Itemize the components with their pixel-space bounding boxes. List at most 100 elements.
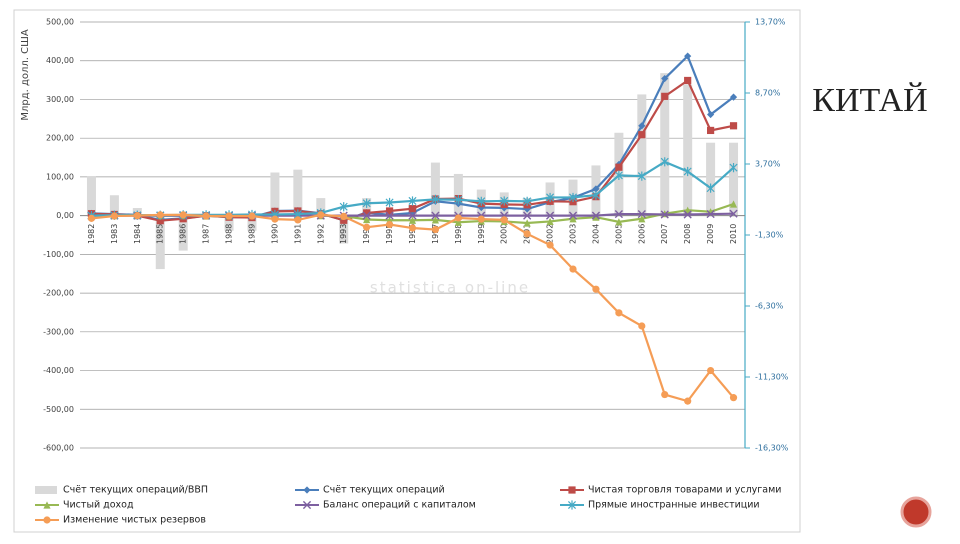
legend-item: Прямые иностранные инвестиции [560,500,760,511]
marker [638,215,646,223]
y2-tick-label: 8,70% [755,89,781,98]
marker [591,190,600,200]
marker [339,202,348,212]
marker [729,394,738,402]
y-tick-label: 200,00 [46,134,74,143]
bar [316,198,326,217]
marker [706,183,715,193]
marker [661,92,669,100]
marker [638,122,646,130]
y-tick-label: -500,00 [43,405,74,414]
x-tick-label: 2009 [706,224,715,244]
x-tick-label: 1990 [270,224,279,244]
y-tick-label: -100,00 [43,250,74,259]
bar [637,94,647,217]
watermark: statistica on-line [370,279,530,297]
legend-label: Баланс операций с капиталом [323,500,476,511]
legend-item: Чистая торговля товарами и услугами [560,485,781,496]
x-tick-label: 1989 [247,224,256,244]
x-tick-label: 1988 [225,224,234,244]
x-tick-label: 2005 [614,224,623,244]
marker [591,211,601,220]
marker [248,212,256,220]
marker [385,207,394,215]
marker [408,224,417,232]
x-tick-label: 1997 [431,224,440,244]
chart-frame [13,9,801,533]
marker [637,171,646,181]
marker [340,216,348,224]
marker [569,215,577,223]
marker [568,192,578,203]
x-tick-label: 1986 [179,224,188,244]
marker [729,93,738,101]
x-tick-label: 2004 [591,224,600,244]
marker [546,241,554,249]
marker [684,397,692,405]
marker [431,194,440,204]
marker [592,185,600,193]
marker [683,166,692,177]
marker [110,212,118,220]
marker [477,196,486,206]
marker [133,212,141,220]
bar [706,142,716,217]
legend-label: Изменение чистых резервов [63,515,206,526]
x-tick-label: 1982 [87,224,96,244]
marker [707,126,715,135]
marker [729,122,738,130]
bar [293,169,303,217]
marker [523,211,532,220]
x-tick-label: 2002 [546,224,555,244]
marker [303,486,311,494]
marker [567,500,577,510]
x-tick-label: 1996 [408,224,417,244]
marker [179,211,187,219]
marker [684,52,692,60]
marker [454,214,462,222]
x-tick-label: 1998 [454,224,463,244]
bar [729,142,739,217]
y-tick-label: 0,00 [56,211,74,220]
bar [247,216,257,231]
marker [431,216,440,224]
marker [454,195,463,205]
bar [109,195,119,217]
marker [684,76,692,85]
marker [362,211,371,220]
slide-title: КИТАЙ [812,82,927,119]
x-tick-label: 1987 [202,224,211,244]
bar [430,162,440,217]
bar [86,176,96,217]
legend-label: Счёт текущих операций [323,485,445,496]
legend-item: Изменение чистых резервов [35,515,206,526]
y-tick-label: -300,00 [43,327,74,336]
x-tick-label: 2008 [683,224,692,244]
x-tick-label: 1985 [156,224,165,244]
marker [385,220,394,229]
marker [614,209,623,219]
legend-item: Баланс операций с капиталом [295,500,476,511]
slide-number-badge [900,496,932,528]
marker [729,200,738,208]
x-tick-label: 2006 [637,224,646,244]
marker [363,215,371,224]
legend-label: Чистая торговля товарами и услугами [588,485,781,496]
marker [707,110,715,119]
marker [546,217,554,226]
marker [43,516,51,524]
x-tick-label: 1991 [293,224,302,244]
marker [363,223,371,231]
legend-item: Счёт текущих операций [295,485,445,496]
marker [592,285,600,293]
bar [660,73,670,217]
x-tick-label: 1984 [133,224,142,244]
marker [615,218,623,226]
legend-item: Счёт текущих операций/ВВП [35,485,208,496]
y-tick-label: -400,00 [43,366,74,375]
marker [431,211,440,220]
x-tick-label: 1983 [110,224,119,244]
bar [339,216,349,244]
marker [661,390,669,399]
x-tick-label: 2007 [660,224,669,244]
